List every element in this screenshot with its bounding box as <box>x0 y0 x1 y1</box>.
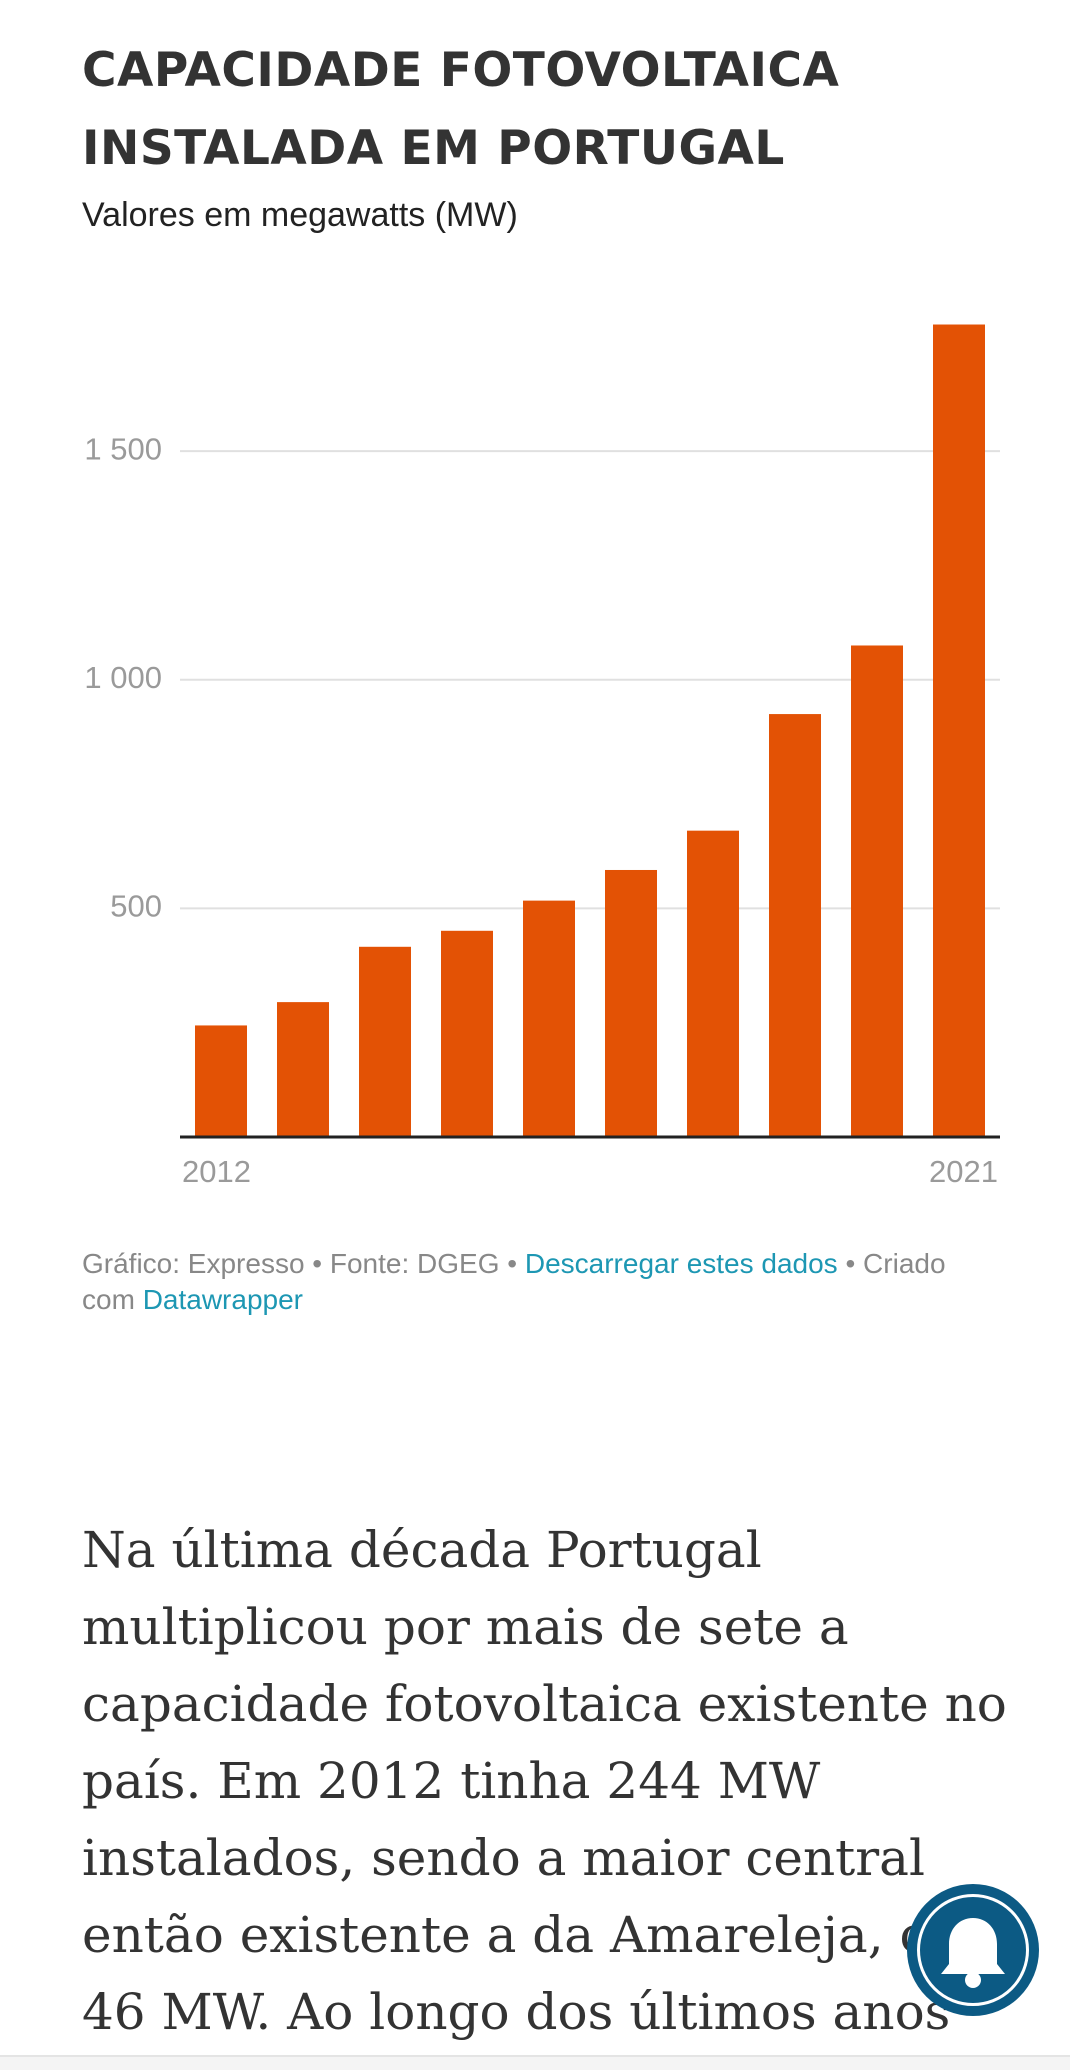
bar <box>605 869 657 1137</box>
chart: 500 1 000 1 500 2012 2021 <box>84 324 1000 1189</box>
article-line: 46 MW. Ao longo dos últimos anos <box>82 1983 951 2041</box>
article-line: Na última década Portugal <box>82 1521 762 1579</box>
y-tick-label: 1 500 <box>84 431 162 466</box>
notification-button[interactable] <box>907 1884 1039 2016</box>
bar <box>195 1025 247 1137</box>
datawrapper-link[interactable]: Datawrapper <box>142 1284 303 1315</box>
chart-title: CAPACIDADE FOTOVOLTAICA INSTALADA EM POR… <box>82 32 839 188</box>
bar <box>359 946 411 1137</box>
title-line: INSTALADA EM PORTUGAL <box>82 121 785 176</box>
y-tick-label: 1 000 <box>84 660 162 695</box>
footer-text: Gráfico: Expresso • Fonte: DGEG • <box>82 1248 525 1279</box>
chart-footer: Gráfico: Expresso • Fonte: DGEG • Descar… <box>82 1246 1002 1318</box>
article-line: capacidade fotovoltaica existente no <box>82 1675 1007 1733</box>
bottom-bar <box>0 2055 1070 2070</box>
bar <box>933 324 985 1137</box>
article-line: então existente a da Amareleja, com <box>82 1906 1006 1964</box>
bell-ring <box>917 1894 1029 2006</box>
bar <box>441 930 493 1137</box>
bar <box>277 1002 329 1137</box>
x-tick-label: 2021 <box>929 1154 998 1189</box>
bar <box>687 830 739 1137</box>
article-line: instalados, sendo a maior central <box>82 1829 925 1887</box>
title-line: CAPACIDADE FOTOVOLTAICA <box>82 43 840 98</box>
y-tick-label: 500 <box>110 889 162 924</box>
article-line: país. Em 2012 tinha 244 MW <box>82 1752 821 1810</box>
bar <box>769 714 821 1137</box>
x-tick-label: 2012 <box>182 1154 251 1189</box>
footer-text: • Criado com <box>82 1248 946 1315</box>
article-paragraph: Na última década Portugal multiplicou por… <box>82 1512 1007 2051</box>
chart-subtitle: Valores em megawatts (MW) <box>82 196 518 234</box>
bar <box>851 645 903 1137</box>
bar <box>523 900 575 1137</box>
article-line: multiplicou por mais de sete a <box>82 1598 849 1656</box>
download-link[interactable]: Descarregar estes dados <box>524 1248 838 1279</box>
bell-icon <box>941 1918 1005 1988</box>
